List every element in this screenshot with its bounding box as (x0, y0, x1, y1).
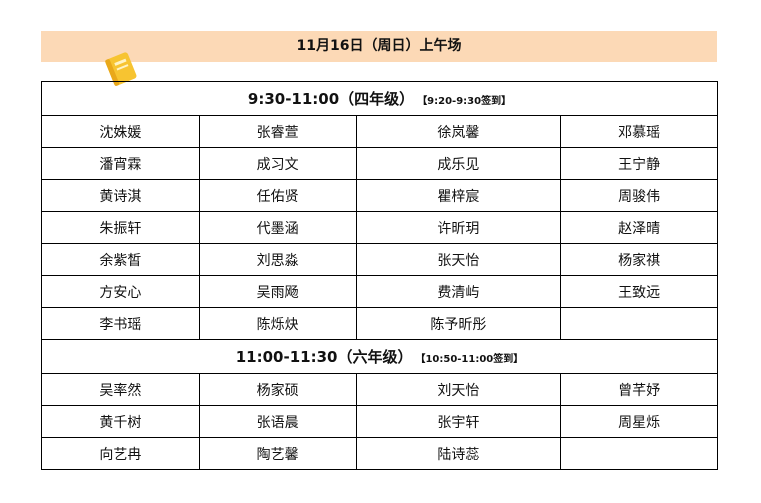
student-name: 刘天怡 (355, 373, 562, 406)
student-name: 周星烁 (560, 405, 718, 438)
student-name: 张睿萱 (198, 115, 357, 148)
student-name: 费清屿 (355, 275, 562, 308)
student-name: 吴雨飏 (198, 275, 357, 308)
student-name: 杨家祺 (560, 243, 718, 276)
student-name: 黄千树 (41, 405, 200, 438)
table-row: 黄千树 张语晨 张宇轩 周星烁 (41, 405, 718, 438)
student-name: 黄诗淇 (41, 179, 200, 212)
session-header: 9:30-11:00（四年级） 【9:20-9:30签到】 (41, 81, 718, 116)
student-name: 杨家硕 (198, 373, 357, 406)
banner-title: 11月16日（周日）上午场 (296, 38, 462, 54)
checkin-time: 【9:20-9:30签到】 (422, 96, 512, 107)
table-row: 沈姝媛 张睿萱 徐岚馨 邓慕瑶 (41, 115, 718, 148)
student-name: 沈姝媛 (41, 115, 200, 148)
student-name: 瞿梓宸 (355, 179, 562, 212)
session-time: 11:00-11:30（六年级） (235, 348, 413, 366)
student-name: 许昕玥 (355, 211, 562, 244)
student-name: 张语晨 (198, 405, 357, 438)
table-row: 余紫皙 刘思淼 张天怡 杨家祺 (41, 243, 718, 276)
student-name: 潘宵霖 (41, 147, 200, 180)
student-name: 余紫皙 (41, 243, 200, 276)
table-row: 向艺冉 陶艺馨 陆诗蕊 (41, 437, 718, 470)
student-name: 陶艺馨 (198, 437, 357, 470)
student-name: 成习文 (198, 147, 357, 180)
table-row: 潘宵霖 成习文 成乐见 王宁静 (41, 147, 718, 180)
session-header-row: 9:30-11:00（四年级） 【9:20-9:30签到】 (41, 81, 718, 116)
session-banner: 11月16日（周日）上午场 (41, 31, 717, 86)
student-name: 赵泽晴 (560, 211, 718, 244)
student-name: 刘思淼 (198, 243, 357, 276)
student-name: 成乐见 (355, 147, 562, 180)
session-header-row: 11:00-11:30（六年级） 【10:50-11:00签到】 (41, 339, 718, 374)
student-name: 李书瑶 (41, 307, 200, 340)
table-row: 李书瑶 陈烁炔 陈予昕彤 (41, 307, 718, 340)
student-name: 方安心 (41, 275, 200, 308)
student-name: 代墨涵 (198, 211, 357, 244)
student-name (560, 437, 718, 470)
student-name: 张宇轩 (355, 405, 562, 438)
session-time: 9:30-11:00（四年级） (247, 90, 415, 108)
student-name: 任佑贤 (198, 179, 357, 212)
student-name: 曾芊妤 (560, 373, 718, 406)
student-name: 周骏伟 (560, 179, 718, 212)
table-row: 吴率然 杨家硕 刘天怡 曾芊妤 (41, 373, 718, 406)
table-row: 黄诗淇 任佑贤 瞿梓宸 周骏伟 (41, 179, 718, 212)
student-name: 张天怡 (355, 243, 562, 276)
student-name: 向艺冉 (41, 437, 200, 470)
table-row: 朱振轩 代墨涵 许昕玥 赵泽晴 (41, 211, 718, 244)
schedule-table: 9:30-11:00（四年级） 【9:20-9:30签到】沈姝媛 张睿萱 徐岚馨 邓慕瑶… (41, 81, 718, 470)
student-name: 吴率然 (41, 373, 200, 406)
session-header: 11:00-11:30（六年级） 【10:50-11:00签到】 (41, 339, 718, 374)
student-name: 王宁静 (560, 147, 718, 180)
student-name: 陈予昕彤 (355, 307, 562, 340)
student-name: 王致远 (560, 275, 718, 308)
student-name: 邓慕瑶 (560, 115, 718, 148)
student-name: 陆诗蕊 (355, 437, 562, 470)
checkin-time: 【10:50-11:00签到】 (420, 354, 524, 365)
student-name (560, 307, 718, 340)
table-row: 方安心 吴雨飏 费清屿 王致远 (41, 275, 718, 308)
notebook-icon (105, 52, 137, 86)
student-name: 徐岚馨 (355, 115, 562, 148)
student-name: 陈烁炔 (198, 307, 357, 340)
student-name: 朱振轩 (41, 211, 200, 244)
